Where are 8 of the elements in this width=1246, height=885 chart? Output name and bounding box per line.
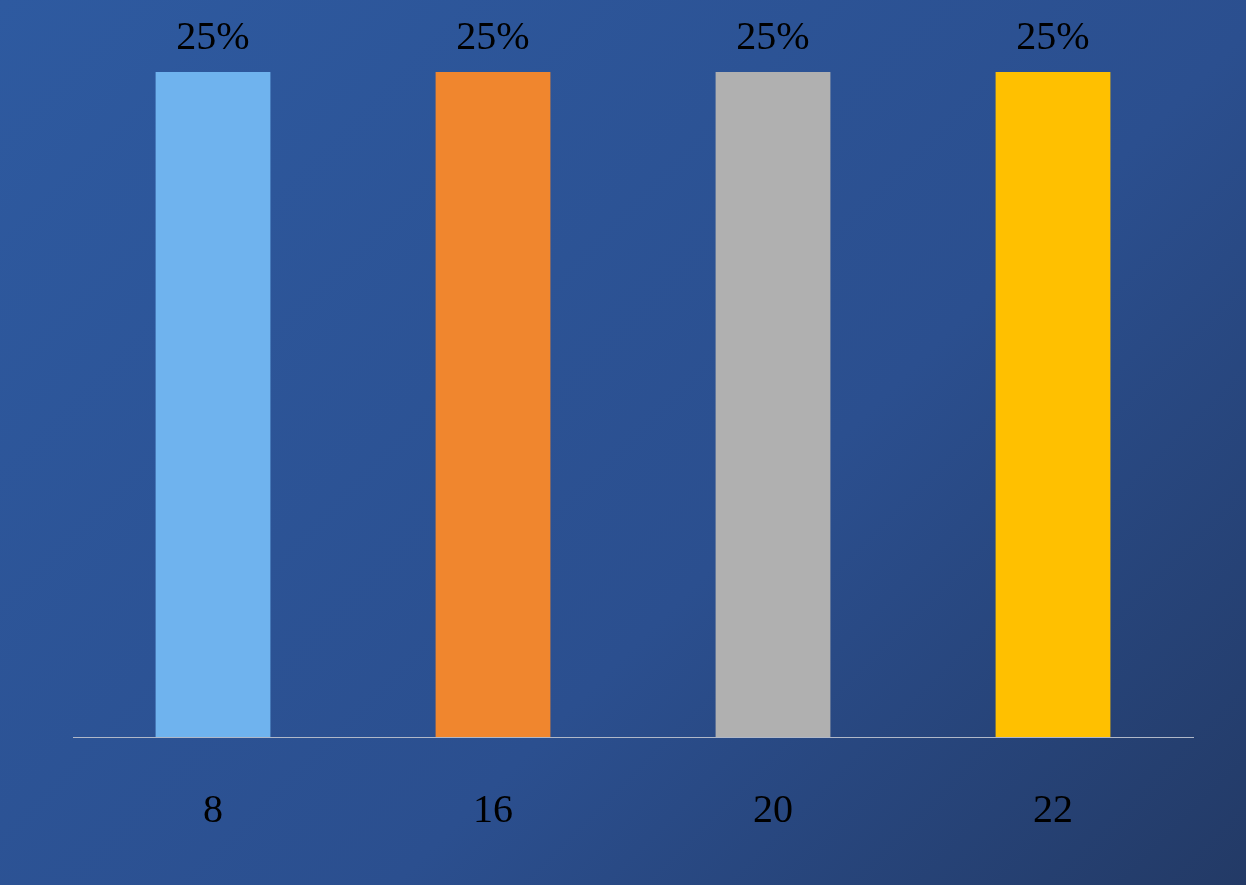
x-tick-label: 8 [203,785,223,831]
x-tick-label: 16 [473,785,513,831]
data-label: 25% [456,12,530,58]
data-label: 25% [176,12,250,58]
data-label: 25% [736,12,810,58]
x-tick-label: 20 [753,785,793,831]
data-label: 25% [1016,12,1090,58]
x-tick-label: 22 [1033,785,1073,831]
